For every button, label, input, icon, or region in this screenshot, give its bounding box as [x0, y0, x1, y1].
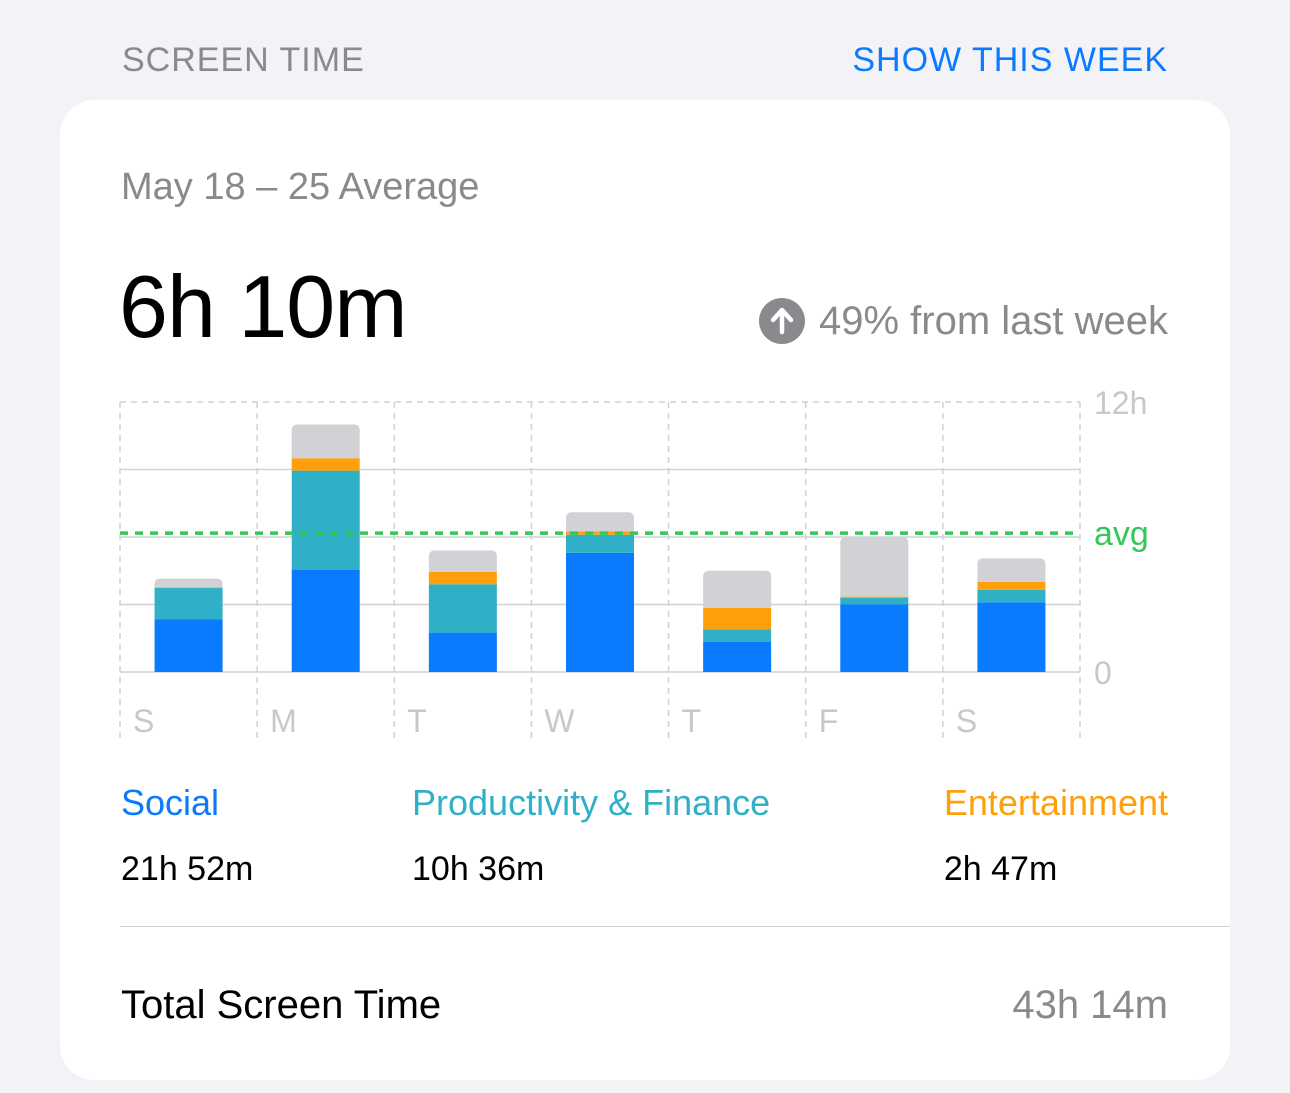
average-label: avg	[1094, 515, 1149, 553]
bar-segment[interactable]	[566, 552, 634, 672]
bar-segment[interactable]	[840, 597, 909, 605]
legend-name: Social	[121, 782, 220, 823]
bar-segment[interactable]	[840, 596, 909, 598]
legend-item[interactable]: Entertainment 2h 47m	[944, 782, 1168, 889]
day-label: T	[407, 703, 427, 739]
bar-segment[interactable]	[291, 569, 360, 672]
category-legend: Social 21h 52m Productivity & Finance 10h 3…	[60, 782, 1230, 892]
y-tick-label: 0	[1094, 655, 1112, 691]
day-label: T	[682, 703, 702, 739]
legend-item[interactable]: Social 21h 52m	[121, 782, 253, 889]
bar-segment[interactable]	[291, 470, 360, 570]
legend-value: 21h 52m	[121, 850, 254, 888]
legend-name: Entertainment	[943, 782, 1168, 823]
change-text: 49% from last week	[818, 298, 1168, 343]
bar-segment[interactable]	[703, 629, 772, 642]
total-value: 43h 14m	[1012, 982, 1168, 1027]
range-label: May 18 – 25 Average	[121, 166, 480, 208]
y-tick-label: 12h	[1094, 385, 1147, 421]
day-label: S	[133, 703, 154, 739]
bar-segment[interactable]	[840, 537, 909, 597]
bar-segment[interactable]	[291, 458, 360, 471]
bar-segment[interactable]	[840, 604, 909, 673]
bar-segment[interactable]	[977, 558, 1046, 582]
divider	[120, 926, 1230, 927]
bar-segment[interactable]	[154, 587, 223, 620]
bar-segment[interactable]	[154, 619, 223, 672]
legend-value: 10h 36m	[412, 850, 545, 888]
bar-segment[interactable]	[428, 571, 497, 585]
bar-segment[interactable]	[703, 570, 772, 608]
section-header: SCREEN TIME SHOW THIS WEEK	[122, 38, 1168, 82]
bar-segment[interactable]	[977, 582, 1046, 590]
total-label: Total Screen Time	[121, 982, 442, 1027]
bar-segment[interactable]	[977, 589, 1046, 603]
day-label: W	[544, 703, 575, 739]
bar-segment[interactable]	[566, 534, 634, 553]
change-indicator: 49% from last week	[758, 296, 1168, 346]
bar-segment[interactable]	[977, 602, 1046, 672]
daily-average: 6h 10m	[119, 257, 408, 356]
arrow-up-circle-icon	[758, 298, 805, 344]
legend-name: Productivity & Finance	[412, 782, 771, 823]
day-label: M	[270, 703, 297, 739]
bar-segment[interactable]	[703, 607, 772, 630]
bar-segment[interactable]	[428, 550, 497, 572]
bar-segment[interactable]	[703, 641, 772, 672]
show-this-week-button[interactable]: SHOW THIS WEEK	[852, 40, 1168, 79]
total-screen-time-row[interactable]: Total Screen Time 43h 14m	[121, 980, 1168, 1030]
legend-item[interactable]: Productivity & Finance 10h 36m	[412, 782, 770, 889]
bar-segment[interactable]	[154, 578, 223, 588]
day-label: S	[956, 703, 977, 739]
day-label: F	[819, 703, 839, 739]
section-title: SCREEN TIME	[122, 40, 365, 79]
bar-segment[interactable]	[566, 512, 634, 532]
bar-segment[interactable]	[428, 632, 497, 672]
bar-segment[interactable]	[428, 584, 497, 633]
bar-segment[interactable]	[291, 424, 360, 459]
legend-value: 2h 47m	[943, 850, 1058, 888]
screen-time-card[interactable]: May 18 – 25 Average 6h 10m 49% from last…	[60, 100, 1230, 1080]
